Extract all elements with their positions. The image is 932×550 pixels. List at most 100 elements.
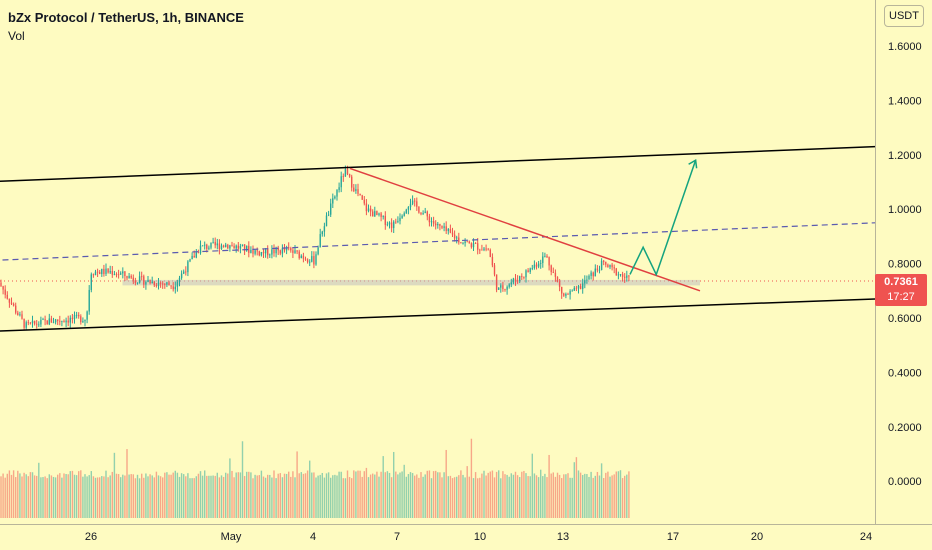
volume-bar [84,474,86,518]
candle-body [376,211,378,215]
projection-arrowhead [688,159,698,169]
candle-body [134,280,137,283]
candle-body [409,203,412,208]
volume-bar [195,476,197,518]
volume-bar [237,472,239,518]
volume-bar [374,474,376,518]
volume-bar [382,456,384,518]
volume-bar [288,471,290,518]
channel-lower-line [0,298,876,332]
volume-bar [346,470,349,518]
volume-bar [300,472,302,518]
candle-body [208,247,210,249]
volume-bar [563,474,565,518]
candle-body [474,243,477,245]
candle-body [390,222,393,229]
candle-body [54,319,57,323]
candle-body [369,208,372,212]
candle-body [252,249,254,254]
volume-bar [88,475,90,518]
candle-body [481,249,483,251]
candle-body [155,285,158,287]
candle-body [483,248,485,251]
candle-body [603,260,605,262]
chart-title: bZx Protocol / TetherUS, 1h, BINANCE [8,10,244,25]
volume-bar [439,472,441,518]
last-price-badge: 0.7361 17:27 [875,274,927,306]
volume-bar [80,470,82,518]
volume-bar [325,473,328,518]
volume-bar [157,475,160,518]
candle-body [443,226,445,228]
candle-body [338,187,340,190]
volume-bar [458,475,460,518]
candle-body [449,229,452,233]
volume-bar [204,470,206,518]
candle-body [319,234,321,248]
candle-body [128,275,130,279]
volume-bar [552,472,554,518]
volume-bar [468,476,470,518]
volume-bar [605,472,607,518]
candle-body [67,320,69,323]
candle-body [477,243,479,250]
volume-bar [191,478,193,518]
volume-bar [449,475,452,518]
candle-body [141,276,143,278]
volume-bar [481,473,483,518]
volume-bar [235,472,237,518]
volume-indicator-label[interactable]: Vol [8,29,25,43]
volume-bar [264,477,267,518]
candle-body [300,255,302,259]
volume-bar [380,471,382,518]
candle-body [527,270,529,272]
volume-bar [462,474,464,518]
volume-bar [309,460,311,518]
candle-body [537,263,540,267]
candle-body [336,189,338,197]
volume-bar [117,474,120,518]
candle-body [84,319,86,322]
candle-body [195,252,197,258]
candle-body [25,322,27,328]
candle-body [279,250,281,254]
volume-bar [260,470,263,518]
candle-body [57,319,59,321]
candle-body [237,245,239,249]
candle-body [563,293,565,296]
time-tick-label: 10 [474,531,486,543]
currency-selector-button[interactable]: USDT [884,5,924,27]
volume-bar [367,477,370,518]
volume-bar [464,477,466,518]
candle-body [607,264,609,268]
volume-bar [96,477,99,518]
candle-body [428,216,431,223]
volume-bar [628,471,630,518]
volume-bar [336,475,338,518]
volume-bar [363,471,365,518]
candle-body [185,271,187,273]
candle-body [334,196,336,199]
candle-body [256,250,258,252]
candle-body [235,245,237,249]
candle-body [540,262,542,264]
candles [0,165,630,331]
candle-body [359,193,361,196]
candle-body [489,249,491,258]
volume-bar [399,472,401,518]
candle-body [447,229,449,232]
candle-body [304,258,307,260]
candle-body [365,203,368,212]
candle-body [157,282,160,286]
candle-body [414,200,416,202]
candle-body [271,249,273,255]
volume-bar [422,476,424,518]
volume-bar [519,477,521,518]
candle-body [151,281,153,284]
candle-body [311,256,313,262]
candle-body [86,311,88,320]
candle-body [27,322,29,324]
volume-bar [277,473,279,518]
candle-body [183,271,185,274]
